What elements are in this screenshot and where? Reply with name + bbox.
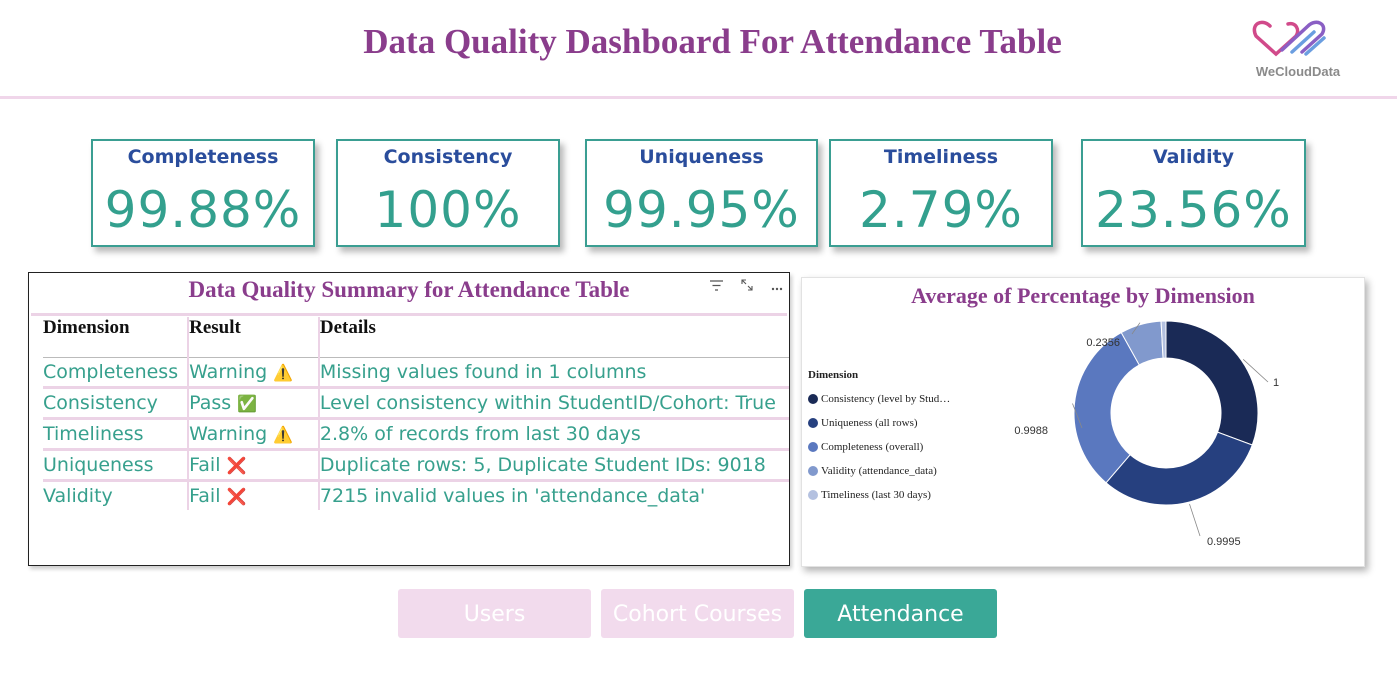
page-title: Data Quality Dashboard For Attendance Ta… bbox=[363, 22, 1062, 61]
cell-dimension: Consistency bbox=[43, 392, 158, 414]
legend-item[interactable]: Completeness (overall) bbox=[808, 435, 950, 459]
cross-icon: ❌ bbox=[226, 456, 247, 475]
visual-header-tools bbox=[696, 279, 783, 294]
legend-item[interactable]: Timeliness (last 30 days) bbox=[808, 483, 950, 507]
data-label: 0.9988 bbox=[1014, 425, 1048, 437]
data-label-leader bbox=[1242, 359, 1269, 383]
legend-label: Uniqueness (all rows) bbox=[821, 417, 918, 429]
cell-dimension: Timeliness bbox=[43, 423, 144, 445]
kpi-card-consistency[interactable]: Consistency 100% bbox=[336, 139, 560, 247]
summary-title: Data Quality Summary for Attendance Tabl… bbox=[188, 277, 630, 302]
filter-icon[interactable] bbox=[710, 280, 727, 294]
cell-details: Level consistency within StudentID/Cohor… bbox=[317, 387, 789, 419]
data-label-leader bbox=[1189, 503, 1201, 537]
data-label: 1 bbox=[1273, 377, 1279, 389]
cell-details: Duplicate rows: 5, Duplicate Student IDs… bbox=[317, 449, 789, 481]
legend-item[interactable]: Uniqueness (all rows) bbox=[808, 411, 950, 435]
data-label: 0.9995 bbox=[1207, 536, 1241, 548]
cell-result: Fail ❌ bbox=[187, 480, 319, 510]
column-header-result[interactable]: Result bbox=[187, 317, 319, 358]
table-header-row: Dimension Result Details bbox=[43, 317, 789, 358]
kpi-card-completeness[interactable]: Completeness 99.88% bbox=[91, 139, 315, 247]
donut-slice[interactable] bbox=[1165, 320, 1259, 446]
kpi-value: 2.79% bbox=[859, 181, 1023, 239]
kpi-label: Completeness bbox=[127, 146, 279, 168]
cell-result: Fail ❌ bbox=[187, 449, 319, 481]
kpi-value: 99.88% bbox=[104, 181, 302, 239]
legend-label: Validity (attendance_data) bbox=[821, 465, 937, 477]
more-options-icon[interactable] bbox=[771, 280, 783, 294]
cell-result: Warning ⚠️ bbox=[187, 357, 319, 388]
kpi-value: 100% bbox=[374, 181, 522, 239]
legend-label: Timeliness (last 30 days) bbox=[821, 489, 931, 501]
check-icon: ✅ bbox=[237, 394, 258, 413]
table-row[interactable]: Timeliness Warning ⚠️ 2.8% of records fro… bbox=[43, 418, 789, 450]
legend-dot bbox=[808, 418, 818, 428]
nav-button-users[interactable]: Users bbox=[398, 589, 591, 638]
summary-panel[interactable]: Data Quality Summary for Attendance Tabl… bbox=[28, 272, 790, 566]
legend-title: Dimension bbox=[808, 369, 859, 381]
legend-label: Consistency (level by Stud… bbox=[821, 393, 951, 405]
wecloud-logo-icon bbox=[1252, 20, 1326, 57]
data-label-leader bbox=[1131, 322, 1141, 335]
donut-slice[interactable] bbox=[1073, 331, 1140, 484]
column-header-details[interactable]: Details bbox=[317, 317, 789, 358]
data-label: 0.2356 bbox=[1086, 337, 1120, 349]
result-text: Warning bbox=[189, 361, 268, 383]
nav-button-attendance[interactable]: Attendance bbox=[804, 589, 997, 638]
warning-icon: ⚠️ bbox=[273, 425, 294, 444]
kpi-card-timeliness[interactable]: Timeliness 2.79% bbox=[829, 139, 1053, 247]
column-header-dimension[interactable]: Dimension bbox=[43, 317, 130, 338]
legend-label: Completeness (overall) bbox=[821, 441, 924, 453]
legend-dot bbox=[808, 394, 818, 404]
cell-details: 7215 invalid values in 'attendance_data' bbox=[317, 480, 789, 510]
kpi-label: Uniqueness bbox=[639, 146, 764, 168]
cell-dimension: Validity bbox=[43, 485, 113, 507]
table-row[interactable]: Consistency Pass ✅ Level consistency with… bbox=[43, 387, 789, 419]
kpi-label: Consistency bbox=[383, 146, 513, 168]
legend-item[interactable]: Validity (attendance_data) bbox=[808, 459, 950, 483]
donut-slice[interactable] bbox=[1105, 431, 1253, 506]
legend-dot bbox=[808, 490, 818, 500]
kpi-label: Validity bbox=[1152, 146, 1235, 168]
warning-icon: ⚠️ bbox=[273, 363, 294, 382]
focus-mode-icon[interactable] bbox=[741, 279, 757, 294]
data-label-leader bbox=[1072, 403, 1083, 429]
divider bbox=[31, 313, 787, 316]
table-row[interactable]: Validity Fail ❌ 7215 invalid values in 'a… bbox=[43, 480, 789, 510]
donut-chart: 1 0.9995 0.9988 0.2356 bbox=[1014, 320, 1279, 548]
legend-dot bbox=[808, 442, 818, 452]
result-text: Fail bbox=[189, 454, 221, 476]
chart-panel[interactable]: Average of Percentage by Dimension Dimen… bbox=[801, 277, 1365, 567]
summary-table: Dimension Result Details Completeness Wa… bbox=[43, 317, 789, 510]
legend-item[interactable]: Consistency (level by Stud… bbox=[808, 387, 950, 411]
logo-text: WeCloudData bbox=[1255, 64, 1341, 79]
kpi-card-uniqueness[interactable]: Uniqueness 99.95% bbox=[585, 139, 818, 247]
kpi-value: 99.95% bbox=[603, 181, 800, 239]
cell-details: 2.8% of records from last 30 days bbox=[317, 418, 789, 450]
header: Data Quality Dashboard For Attendance Ta… bbox=[0, 0, 1397, 99]
table-row[interactable]: Uniqueness Fail ❌ Duplicate rows: 5, Dupl… bbox=[43, 449, 789, 481]
result-text: Warning bbox=[189, 423, 268, 445]
chart-title: Average of Percentage by Dimension bbox=[911, 283, 1255, 308]
result-text: Pass bbox=[189, 392, 232, 414]
table-row[interactable]: Completeness Warning ⚠️ Missing values fo… bbox=[43, 357, 789, 388]
nav-button-cohort-courses[interactable]: Cohort Courses bbox=[601, 589, 794, 638]
result-text: Fail bbox=[189, 485, 221, 507]
legend-dot bbox=[808, 466, 818, 476]
cell-dimension: Uniqueness bbox=[43, 454, 154, 476]
chart-legend: Dimension Consistency (level by Stud… Un… bbox=[808, 369, 950, 507]
kpi-card-validity[interactable]: Validity 23.56% bbox=[1081, 139, 1306, 247]
cell-details: Missing values found in 1 columns bbox=[317, 357, 789, 388]
donut-slice[interactable] bbox=[1160, 320, 1167, 359]
cross-icon: ❌ bbox=[226, 487, 247, 506]
kpi-label: Timeliness bbox=[883, 146, 999, 168]
cell-result: Warning ⚠️ bbox=[187, 418, 319, 450]
kpi-value: 23.56% bbox=[1095, 181, 1292, 239]
cell-dimension: Completeness bbox=[43, 361, 179, 383]
cell-result: Pass ✅ bbox=[187, 387, 319, 419]
logo: WeCloudData bbox=[1248, 16, 1348, 86]
